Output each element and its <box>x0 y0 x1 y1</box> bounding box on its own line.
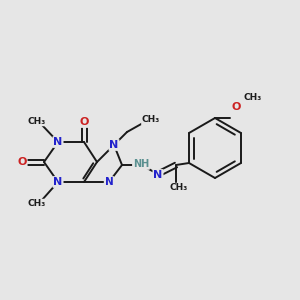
Text: NH: NH <box>133 159 149 169</box>
Text: O: O <box>231 102 241 112</box>
Text: CH₃: CH₃ <box>244 94 262 103</box>
Text: CH₃: CH₃ <box>170 184 188 193</box>
Text: O: O <box>79 117 89 127</box>
Text: CH₃: CH₃ <box>28 200 46 208</box>
Text: N: N <box>53 177 63 187</box>
Text: N: N <box>53 137 63 147</box>
Text: CH₃: CH₃ <box>28 116 46 125</box>
Text: N: N <box>153 170 163 180</box>
Text: N: N <box>105 177 113 187</box>
Text: N: N <box>110 140 118 150</box>
Text: CH₃: CH₃ <box>142 116 160 124</box>
Text: O: O <box>17 157 27 167</box>
